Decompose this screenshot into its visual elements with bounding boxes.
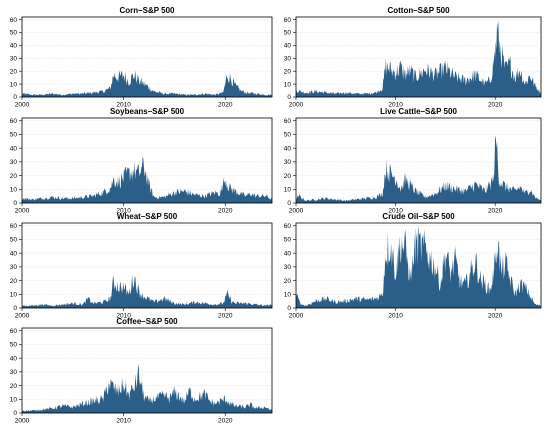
y-tick-label: 60 xyxy=(10,223,18,230)
y-tick-label: 10 xyxy=(10,81,18,88)
plot-frame xyxy=(21,16,273,98)
y-tick-label: 30 xyxy=(10,159,18,166)
y-tick-label: 0 xyxy=(13,94,17,101)
panel-title: Live Cattle–S&P 500 xyxy=(380,107,457,116)
area-series xyxy=(296,135,541,203)
plot-frame xyxy=(295,222,542,309)
y-tick-label: 20 xyxy=(10,173,18,180)
x-tick-label: 2020 xyxy=(218,102,233,109)
y-tick-label: 20 xyxy=(10,68,18,75)
y-tick-label: 0 xyxy=(13,200,17,207)
y-tick-label: 20 xyxy=(10,278,18,285)
x-tick-label: 2020 xyxy=(218,208,233,215)
x-tick-label: 2010 xyxy=(388,208,403,215)
x-tick-label: 2020 xyxy=(488,208,503,215)
y-tick-label: 30 xyxy=(10,369,18,376)
y-tick-label: 40 xyxy=(284,43,292,50)
y-tick-label: 60 xyxy=(284,223,292,230)
y-tick-label: 60 xyxy=(10,328,18,335)
panel-coffee: Coffee–S&P 500 0 10 20 30 40 50 60 2000 2010 2020 xyxy=(10,317,273,425)
panel-title: Crude Oil–S&P 500 xyxy=(382,212,455,221)
y-tick-label: 20 xyxy=(284,173,292,180)
y-tick-label: 0 xyxy=(13,410,17,417)
y-tick-label: 40 xyxy=(10,145,18,152)
y-tick-label: 60 xyxy=(284,118,292,125)
panel-title: Coffee–S&P 500 xyxy=(116,317,178,326)
panel-wheat: Wheat–S&P 500 0 10 20 30 40 50 60 2000 2010 2020 xyxy=(10,212,273,320)
panel-corn: Corn–S&P 500 0 10 20 30 40 50 60 2000 2010 2020 xyxy=(10,6,273,109)
y-tick-label: 50 xyxy=(284,132,292,139)
area-series xyxy=(22,274,272,308)
x-tick-label: 2020 xyxy=(218,313,233,320)
area-series xyxy=(22,156,272,203)
y-tick-label: 30 xyxy=(10,264,18,271)
y-tick-label: 10 xyxy=(10,186,18,193)
area-series xyxy=(296,19,541,97)
x-tick-label: 2010 xyxy=(388,102,403,109)
x-tick-label: 2010 xyxy=(116,102,131,109)
y-tick-label: 0 xyxy=(13,305,17,312)
y-tick-label: 60 xyxy=(284,17,292,24)
y-tick-label: 10 xyxy=(10,291,18,298)
y-tick-label: 30 xyxy=(284,264,292,271)
panel-cotton: Cotton–S&P 500 0 10 20 30 40 50 60 2000 2010 2020 xyxy=(284,6,542,109)
y-tick-label: 50 xyxy=(10,237,18,244)
y-tick-label: 10 xyxy=(10,396,18,403)
y-tick-label: 40 xyxy=(10,250,18,257)
x-tick-label: 2000 xyxy=(289,208,304,215)
y-tick-label: 50 xyxy=(284,237,292,244)
y-tick-label: 20 xyxy=(10,383,18,390)
y-tick-label: 40 xyxy=(284,250,292,257)
x-tick-label: 2000 xyxy=(15,418,30,425)
y-tick-label: 50 xyxy=(284,30,292,37)
y-tick-label: 50 xyxy=(10,30,18,37)
x-tick-label: 2020 xyxy=(218,418,233,425)
x-tick-label: 2020 xyxy=(488,313,503,320)
y-tick-label: 40 xyxy=(10,43,18,50)
y-tick-label: 0 xyxy=(287,94,291,101)
y-tick-label: 60 xyxy=(10,17,18,24)
x-tick-label: 2000 xyxy=(289,102,304,109)
panel-title: Wheat–S&P 500 xyxy=(117,212,178,221)
y-tick-label: 10 xyxy=(284,291,292,298)
y-tick-label: 0 xyxy=(287,305,291,312)
x-tick-label: 2000 xyxy=(15,208,30,215)
x-tick-label: 2000 xyxy=(15,313,30,320)
y-tick-label: 40 xyxy=(10,355,18,362)
y-tick-label: 10 xyxy=(284,186,292,193)
area-series xyxy=(22,363,272,413)
panel-title: Soybeans–S&P 500 xyxy=(110,107,185,116)
x-tick-label: 2010 xyxy=(116,208,131,215)
y-tick-label: 50 xyxy=(10,132,18,139)
panel-title: Corn–S&P 500 xyxy=(120,6,176,15)
y-tick-label: 10 xyxy=(284,81,292,88)
x-tick-label: 2010 xyxy=(116,313,131,320)
x-tick-label: 2000 xyxy=(15,102,30,109)
area-series xyxy=(22,70,272,97)
x-tick-label: 2020 xyxy=(488,102,503,109)
plot-frame xyxy=(21,327,273,414)
panel-crude-oil: Crude Oil–S&P 500 0 10 20 30 40 50 60 2000 2010 20… xyxy=(284,212,542,320)
x-tick-label: 2000 xyxy=(289,313,304,320)
area-series xyxy=(296,224,541,308)
y-tick-label: 60 xyxy=(10,118,18,125)
y-tick-label: 30 xyxy=(284,55,292,62)
panel-soybeans: Soybeans–S&P 500 0 10 20 30 40 50 60 2000 2010 202… xyxy=(10,107,273,215)
y-tick-label: 20 xyxy=(284,278,292,285)
y-tick-label: 40 xyxy=(284,145,292,152)
plot-frame xyxy=(21,117,273,204)
plot-frame xyxy=(295,16,542,98)
plot-frame xyxy=(295,117,542,204)
plot-frame xyxy=(21,222,273,309)
x-tick-label: 2010 xyxy=(116,418,131,425)
y-tick-label: 50 xyxy=(10,342,18,349)
y-tick-label: 20 xyxy=(284,68,292,75)
y-tick-label: 30 xyxy=(10,55,18,62)
y-tick-label: 30 xyxy=(284,159,292,166)
panel-live-cattle: Live Cattle–S&P 500 0 10 20 30 40 50 60 2000 2010… xyxy=(284,107,542,215)
x-tick-label: 2010 xyxy=(388,313,403,320)
panel-title: Cotton–S&P 500 xyxy=(387,6,450,15)
y-tick-label: 0 xyxy=(287,200,291,207)
